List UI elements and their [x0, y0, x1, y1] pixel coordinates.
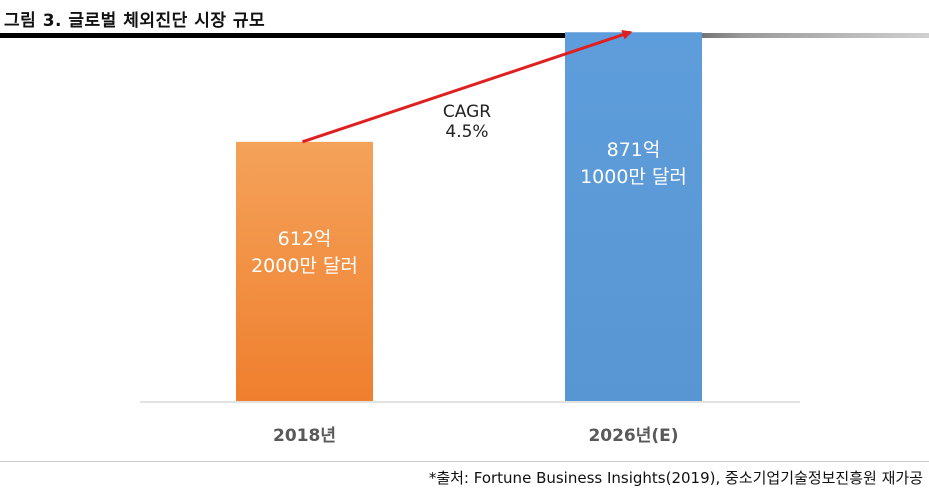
cagr-arrow: [302, 30, 633, 144]
bar-0-value-label-0: 612억: [278, 228, 332, 250]
category-label-1: 2026년(E): [588, 426, 678, 446]
bar-1: [565, 32, 702, 401]
bar-1-value-label-0: 871억: [607, 139, 661, 161]
source-note: *출처: Fortune Business Insights(2019), 중소…: [428, 469, 923, 487]
title-divider: [0, 33, 929, 38]
bar-1-value-label-1: 1000만 달러: [580, 166, 687, 188]
cagr-label-0: CAGR: [443, 102, 491, 122]
cagr-label-1: 4.5%: [445, 122, 488, 142]
footer-divider: [0, 461, 929, 462]
bar-0: [236, 141, 373, 401]
category-label-0: 2018년: [273, 426, 336, 446]
bar-0-value-label-1: 2000만 달러: [251, 255, 358, 277]
figure-title: 그림 3. 글로벌 체외진단 시장 규모: [4, 11, 266, 31]
